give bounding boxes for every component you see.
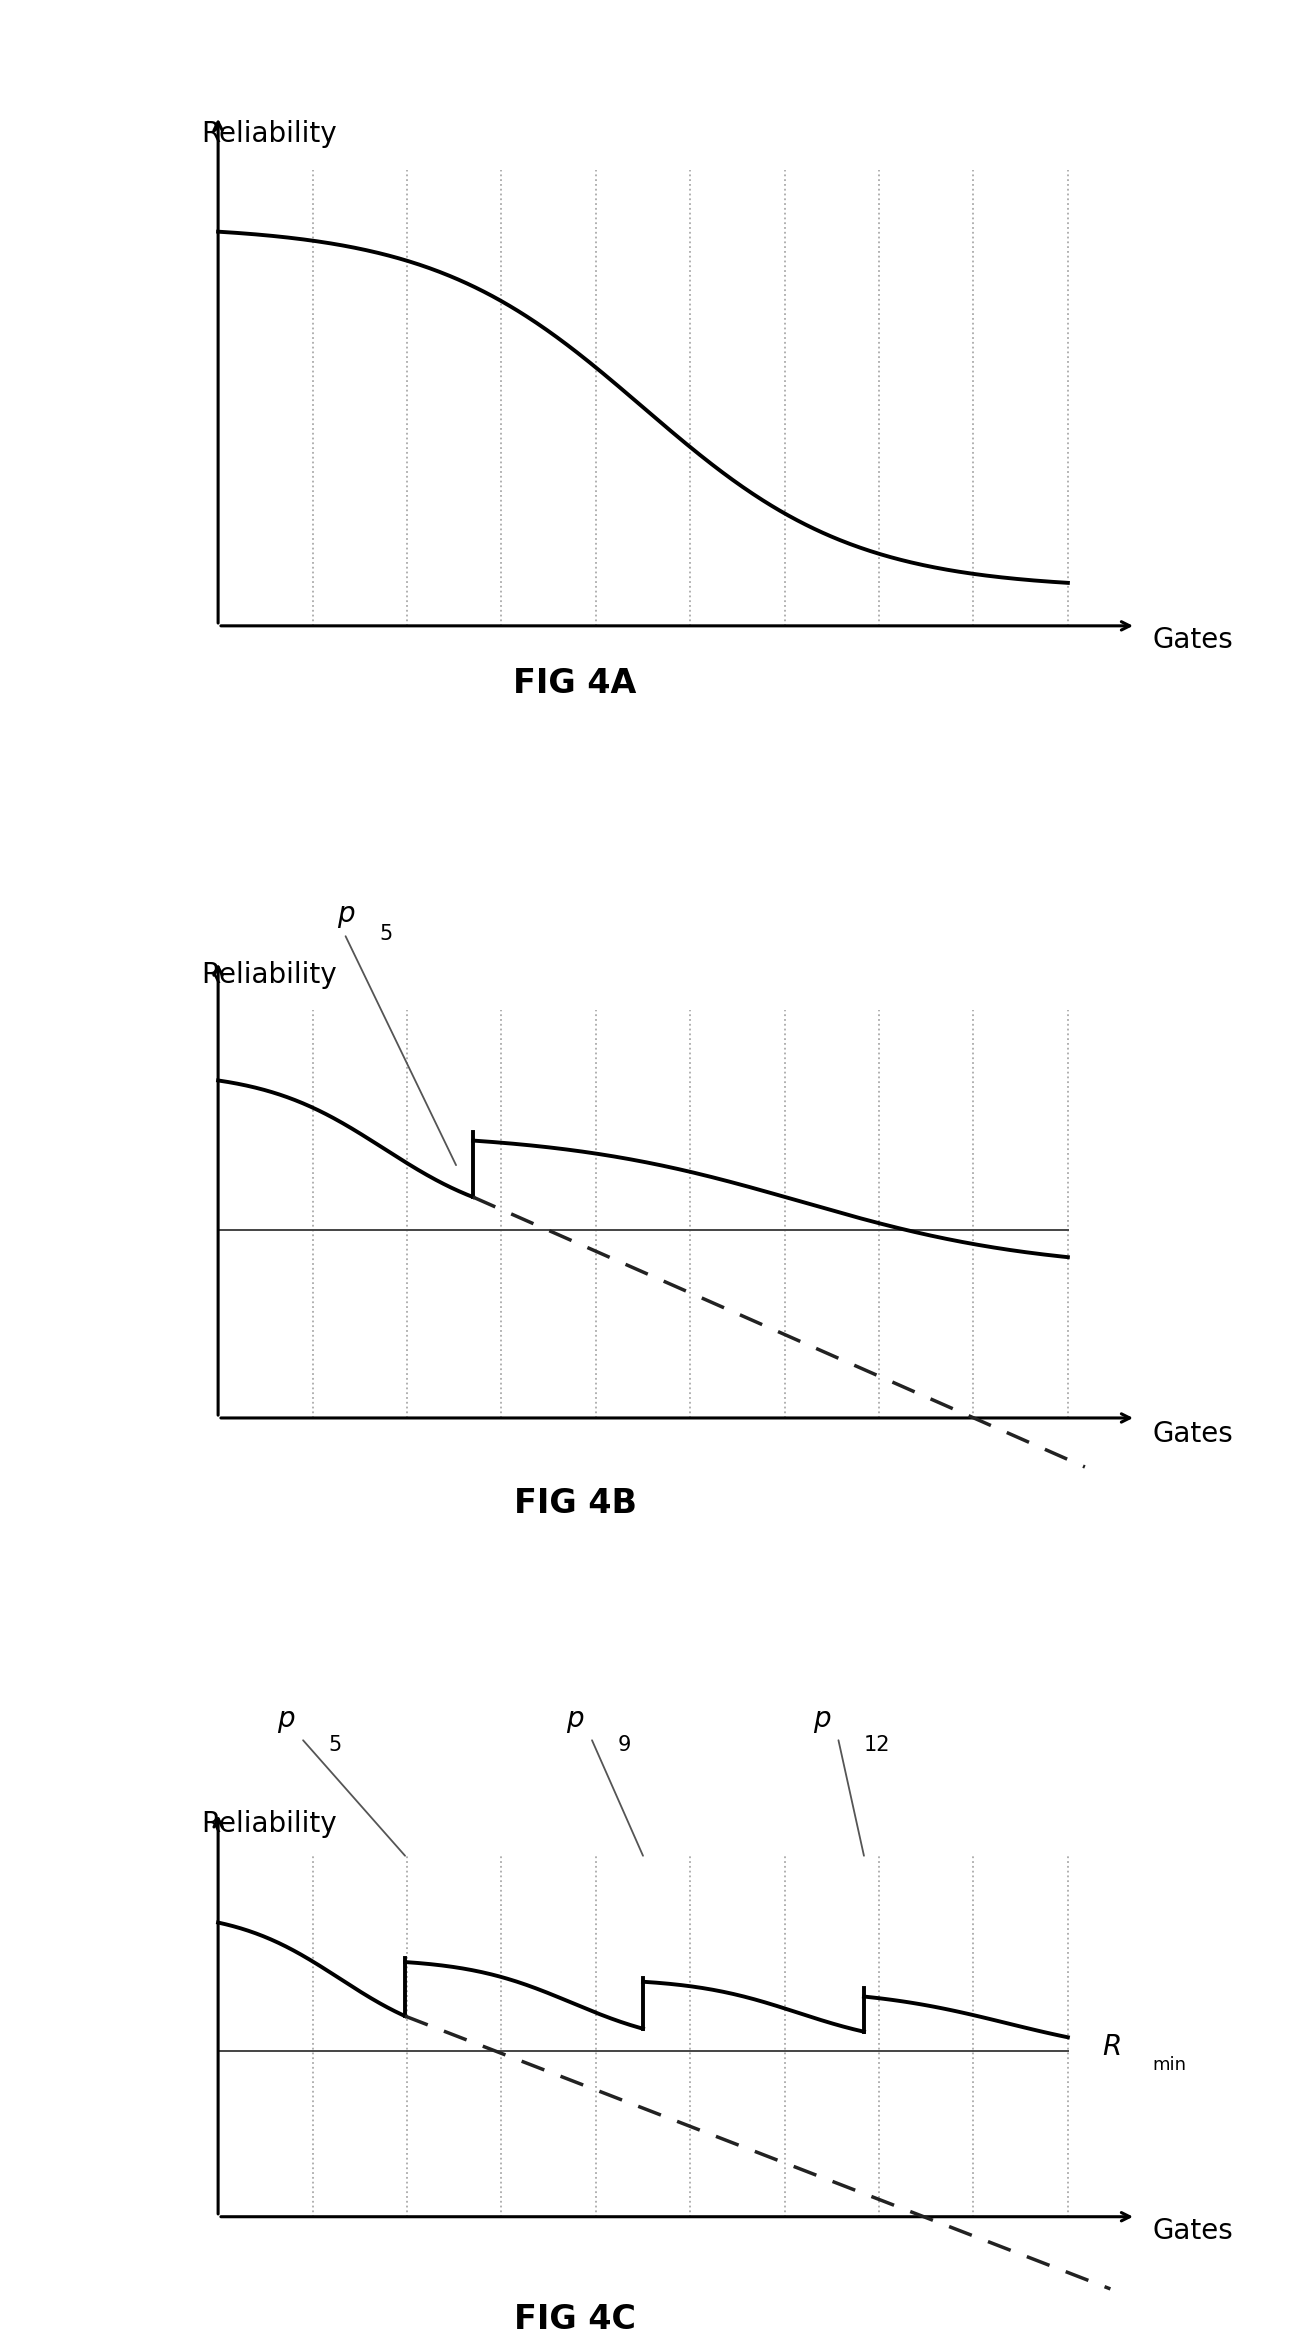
Text: FIG 4B: FIG 4B [513,1488,637,1521]
Text: Reliability: Reliability [201,119,336,148]
Text: Reliability: Reliability [201,961,336,989]
Text: p: p [813,1706,830,1734]
Text: FIG 4A: FIG 4A [513,668,637,701]
Text: FIG 4C: FIG 4C [513,2303,636,2336]
Text: R: R [1102,2034,1121,2062]
Text: 5: 5 [379,925,392,944]
Text: Gates: Gates [1153,1420,1234,1448]
Text: Gates: Gates [1153,626,1234,654]
Text: Gates: Gates [1153,2216,1234,2245]
Text: p: p [336,900,354,928]
Text: 12: 12 [864,1734,890,1755]
Text: Reliability: Reliability [201,1809,336,1837]
Text: 5: 5 [328,1734,341,1755]
Text: p: p [567,1706,584,1734]
Text: min: min [1153,2057,1187,2074]
Text: p: p [278,1706,294,1734]
Text: 9: 9 [618,1734,631,1755]
